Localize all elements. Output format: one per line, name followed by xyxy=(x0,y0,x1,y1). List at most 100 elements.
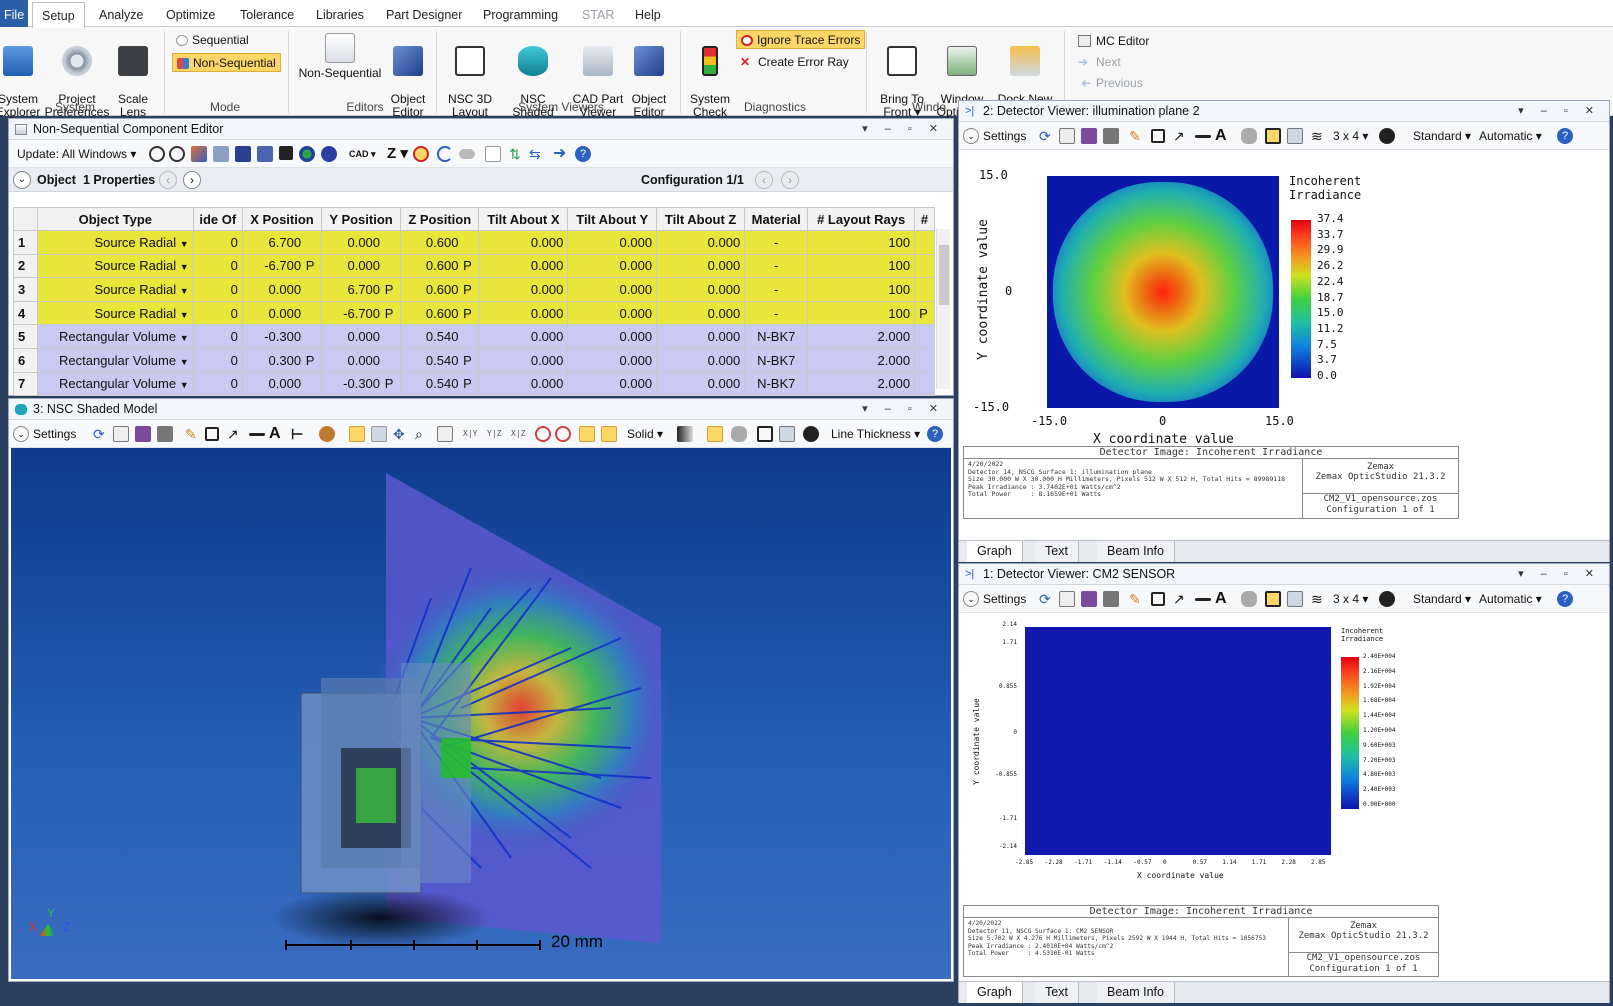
row-number[interactable]: 3 xyxy=(13,277,38,302)
standard-dropdown[interactable]: Standard ▾ xyxy=(1413,129,1472,143)
settings-button[interactable]: Settings xyxy=(983,592,1027,606)
object-type-cell[interactable]: Rectangular Volume ▼ xyxy=(37,347,194,373)
solve-flag[interactable]: P xyxy=(463,281,472,297)
cell-z[interactable]: 0.540 P xyxy=(400,371,480,397)
cell-tz[interactable]: 0.000 xyxy=(656,324,746,349)
cell-tz[interactable]: 0.000 xyxy=(656,277,746,302)
column-header[interactable]: Y Position xyxy=(321,207,402,231)
window-icon[interactable] xyxy=(779,426,795,442)
chevron-down-icon[interactable]: ⌄ xyxy=(963,591,979,607)
cell-y[interactable]: 0.000 xyxy=(321,324,402,349)
prev-config-button[interactable]: ‹ xyxy=(755,171,773,189)
column-header[interactable]: X Position xyxy=(241,207,323,231)
zoom-extent-icon[interactable] xyxy=(437,426,453,442)
cad-part-viewer-button[interactable]: CAD Part Viewer xyxy=(572,33,624,119)
row-number[interactable]: 1 xyxy=(13,230,38,255)
chevron-down-icon[interactable]: ⌄ xyxy=(963,128,979,144)
solid-dropdown[interactable]: Solid ▾ xyxy=(627,427,664,441)
refresh-all-icon[interactable] xyxy=(169,146,185,162)
menu-analyze[interactable]: Analyze xyxy=(99,8,144,22)
table-row[interactable]: 7 Rectangular Volume ▼ 0 0.000 -0.300 P 0.540 P… xyxy=(13,371,935,397)
table-row[interactable]: 2 Source Radial ▼ 0 -6.700 P 0.000 0.600 P 0.000… xyxy=(13,253,935,279)
solve-flag[interactable]: P xyxy=(305,258,315,274)
next-button[interactable]: ➜ Next xyxy=(1078,53,1121,71)
tab-graph[interactable]: Graph xyxy=(967,541,1023,562)
cad-dropdown[interactable]: CAD ▾ xyxy=(349,149,376,159)
no-entry-icon[interactable] xyxy=(413,146,429,162)
power-icon[interactable] xyxy=(1379,591,1395,607)
cell-tx[interactable]: 0.000 xyxy=(478,371,569,397)
help-icon[interactable]: ? xyxy=(927,426,943,442)
object-type-cell[interactable]: Rectangular Volume ▼ xyxy=(37,371,194,397)
save-icon[interactable] xyxy=(1081,128,1097,144)
table-row[interactable]: 1 Source Radial ▼ 0 6.700 0.000 0.600 0.000 0.0… xyxy=(13,230,935,255)
line-icon[interactable] xyxy=(1195,598,1211,601)
lock-icon[interactable] xyxy=(1241,591,1257,607)
cell-mat[interactable]: - xyxy=(744,300,809,326)
extra-cell[interactable] xyxy=(914,324,935,349)
menu-help[interactable]: Help xyxy=(635,8,661,22)
cell-mat[interactable]: N-BK7 xyxy=(744,347,809,373)
cube-icon[interactable] xyxy=(235,146,251,162)
view-yz-button[interactable]: Y|Z xyxy=(487,429,502,438)
settings-button[interactable]: Settings xyxy=(983,129,1027,143)
undo-icon[interactable] xyxy=(437,146,453,162)
previous-button[interactable]: ➜ Previous xyxy=(1078,74,1143,92)
pan-icon[interactable]: ✥ xyxy=(393,426,405,442)
rectangle-icon[interactable] xyxy=(205,427,219,441)
row-number[interactable]: 4 xyxy=(13,300,38,326)
lock-icon[interactable] xyxy=(1241,128,1257,144)
cell-inside[interactable]: 0 xyxy=(192,347,243,373)
cell-y[interactable]: -6.700 P xyxy=(321,300,402,326)
solve-flag[interactable]: P xyxy=(919,305,928,321)
settings-button[interactable]: Settings xyxy=(33,427,77,441)
nsc-3d-layout-button[interactable]: NSC 3D Layout xyxy=(444,33,496,119)
dropdown-arrow-icon[interactable]: ▼ xyxy=(179,309,189,320)
arrow-icon[interactable]: ↗ xyxy=(1173,591,1185,607)
cell-rays[interactable]: 100 xyxy=(807,230,916,255)
cell-y[interactable]: 0.000 xyxy=(321,230,402,255)
mc-editor-button[interactable]: MC Editor xyxy=(1078,32,1149,50)
rotate-icon[interactable] xyxy=(319,426,335,442)
column-header[interactable]: Z Position xyxy=(400,207,480,231)
cell-inside[interactable]: 0 xyxy=(192,277,243,302)
next-config-button[interactable]: › xyxy=(781,171,799,189)
window-controls[interactable]: ▾ ‒ ▫ ✕ xyxy=(862,403,945,415)
scrollbar-thumb[interactable] xyxy=(939,245,949,305)
automatic-dropdown[interactable]: Automatic ▾ xyxy=(1479,592,1542,606)
tab-text[interactable]: Text xyxy=(1035,982,1079,1003)
chevron-down-icon[interactable]: ⌄ xyxy=(13,426,29,442)
update-dropdown[interactable]: Update: All Windows ▾ xyxy=(17,147,137,161)
cell-tz[interactable]: 0.000 xyxy=(656,371,746,397)
cell-mat[interactable]: N-BK7 xyxy=(744,371,809,397)
z-dropdown[interactable]: Z ▾ xyxy=(387,145,408,162)
menu-tolerance[interactable]: Tolerance xyxy=(240,8,295,22)
text-icon[interactable]: A xyxy=(1215,590,1227,607)
non-sequential-editor-button[interactable]: Non-Sequential xyxy=(298,33,382,80)
arrow-right-icon[interactable]: ➜ xyxy=(553,145,567,162)
dimension-icon[interactable]: ⊢ xyxy=(291,426,304,442)
window-controls[interactable]: ▾ ‒ ▫ ✕ xyxy=(1518,568,1601,580)
cell-rays[interactable]: 2.000 xyxy=(807,347,916,373)
project-preferences-button[interactable]: Project Preferences xyxy=(44,33,110,119)
tab-graph[interactable]: Graph xyxy=(967,982,1023,1003)
cell-ty[interactable]: 0.000 xyxy=(567,324,658,349)
cell-x[interactable]: 0.000 xyxy=(241,277,323,302)
cell-ty[interactable]: 0.000 xyxy=(567,277,658,302)
cell-mat[interactable]: N-BK7 xyxy=(744,324,809,349)
extra-cell[interactable]: P xyxy=(914,300,935,326)
object-editor-viewer-button[interactable]: Object Editor xyxy=(626,33,672,119)
cell-inside[interactable]: 0 xyxy=(192,300,243,326)
cell-x[interactable]: 0.300 P xyxy=(241,347,323,373)
table-scrollbar[interactable] xyxy=(936,229,950,389)
next-object-button[interactable]: › xyxy=(183,171,201,189)
cube-icon[interactable] xyxy=(257,146,273,162)
create-error-ray-button[interactable]: ✕ Create Error Ray xyxy=(740,53,849,71)
print-icon[interactable] xyxy=(1103,591,1119,607)
copy-icon[interactable] xyxy=(113,426,129,442)
cell-tz[interactable]: 0.000 xyxy=(656,300,746,326)
window-controls[interactable]: ▾ ‒ ▫ ✕ xyxy=(1518,105,1601,117)
help-icon[interactable]: ? xyxy=(1557,591,1573,607)
window-controls[interactable]: ▾ ‒ ▫ ✕ xyxy=(862,123,945,135)
refresh-icon[interactable]: ⟳ xyxy=(1039,128,1051,144)
